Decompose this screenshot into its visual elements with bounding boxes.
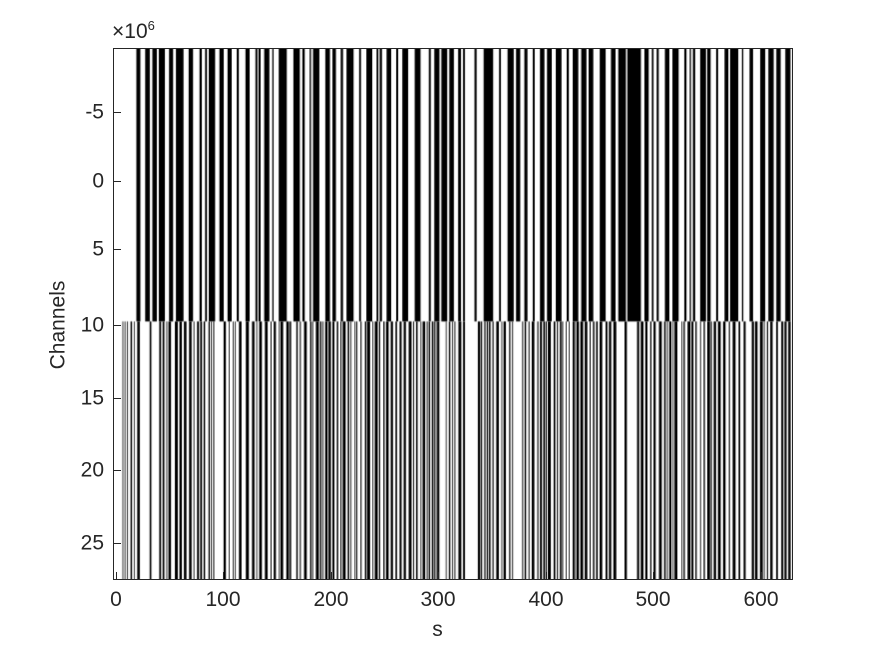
x-tick-label: 600 [743, 588, 779, 611]
y-tick-label: 20 [80, 458, 104, 482]
x-tick-label: 0 [110, 588, 122, 611]
x-tick-mark [546, 572, 547, 580]
y-tick-mark [113, 470, 121, 471]
x-tick-mark [331, 572, 332, 580]
y-tick-mark [113, 181, 121, 182]
x-tick-mark [653, 572, 654, 580]
y-tick-mark [113, 398, 121, 399]
x-tick-mark [116, 572, 117, 580]
x-tick-label: 300 [420, 588, 456, 611]
y-tick-mark [113, 249, 121, 250]
x-tick-mark [223, 572, 224, 580]
y-tick-label: 0 [92, 169, 104, 193]
y-axis-exponent-label: ×106 [112, 18, 155, 43]
x-axis-title: s [432, 618, 443, 641]
x-tick-label: 100 [205, 588, 241, 611]
exponent-power: 6 [147, 18, 155, 33]
x-tick-mark [761, 572, 762, 580]
x-tick-mark [438, 572, 439, 580]
y-tick-mark [113, 325, 121, 326]
y-tick-label: 5 [92, 237, 104, 261]
y-tick-mark [113, 543, 121, 544]
y-tick-mark [113, 112, 121, 113]
x-tick-label: 200 [313, 588, 349, 611]
x-tick-label: 400 [528, 588, 564, 611]
y-axis-title: Channels [46, 280, 70, 370]
y-tick-label: 25 [80, 531, 104, 555]
y-tick-label: 10 [80, 313, 104, 337]
x-tick-label: 500 [635, 588, 671, 611]
y-tick-label: -5 [85, 100, 104, 124]
raster-plot-data-area [114, 49, 792, 579]
exponent-base: ×10 [112, 20, 148, 43]
x-axis-tick-label-group: 0 100 200 300 400 500 600 [0, 589, 875, 619]
y-tick-label: 15 [80, 386, 104, 410]
plot-axes-box[interactable] [113, 48, 793, 580]
y-axis-title-wrapper: Channels [47, 281, 70, 370]
